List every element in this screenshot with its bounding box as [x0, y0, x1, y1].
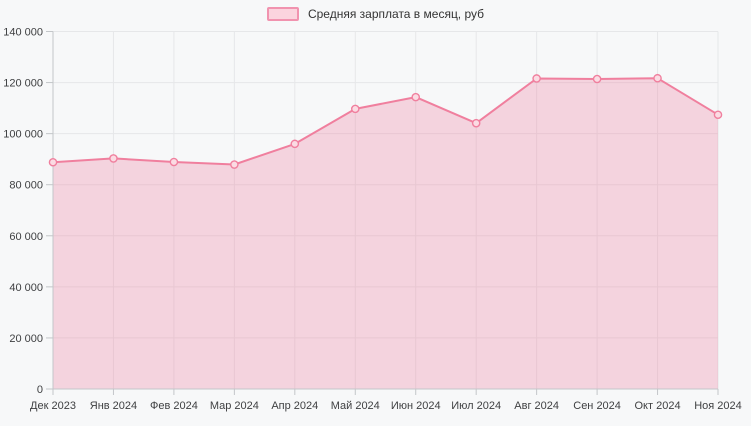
series-area: [53, 78, 718, 389]
legend-label: Средняя зарплата в месяц, руб: [307, 7, 485, 21]
x-tick-label: Ноя 2024: [694, 400, 742, 412]
data-point-marker[interactable]: [411, 92, 421, 102]
legend-swatch: [266, 7, 299, 21]
x-tick-label: Авг 2024: [514, 400, 559, 412]
data-point-marker[interactable]: [290, 139, 300, 149]
data-point-marker[interactable]: [169, 157, 179, 167]
x-tick-label: Дек 2023: [30, 400, 76, 412]
y-tick-label: 20 000: [9, 333, 43, 345]
series-line: [52, 77, 719, 166]
x-tick-label: Июл 2024: [451, 400, 501, 412]
y-tick-label: 100 000: [3, 129, 43, 141]
data-point-marker[interactable]: [471, 118, 481, 128]
data-point-marker[interactable]: [109, 154, 118, 163]
data-point-marker[interactable]: [713, 110, 723, 120]
y-tick-label: 0: [37, 384, 43, 396]
y-tick-label: 80 000: [9, 180, 43, 192]
x-tick-label: Сен 2024: [573, 400, 621, 412]
data-point-marker[interactable]: [532, 74, 541, 83]
data-point-marker[interactable]: [48, 157, 58, 167]
x-tick-label: Янв 2024: [90, 400, 137, 412]
legend[interactable]: Средняя зарплата в месяц, руб: [0, 6, 751, 22]
data-point-marker[interactable]: [230, 160, 239, 169]
x-tick-label: Окт 2024: [635, 400, 681, 412]
y-tick-label: 120 000: [3, 78, 43, 90]
x-tick-label: Апр 2024: [271, 400, 318, 412]
x-tick-label: Фев 2024: [150, 400, 198, 412]
x-tick-label: Мар 2024: [210, 400, 259, 412]
y-tick-label: 60 000: [9, 231, 43, 243]
x-tick-label: Май 2024: [331, 400, 380, 412]
x-tick-label: Июн 2024: [391, 400, 441, 412]
y-tick-label: 40 000: [9, 282, 43, 294]
y-tick-label: 140 000: [3, 27, 43, 39]
data-point-marker[interactable]: [592, 74, 602, 84]
data-point-marker[interactable]: [653, 73, 662, 83]
data-point-marker[interactable]: [350, 104, 360, 114]
